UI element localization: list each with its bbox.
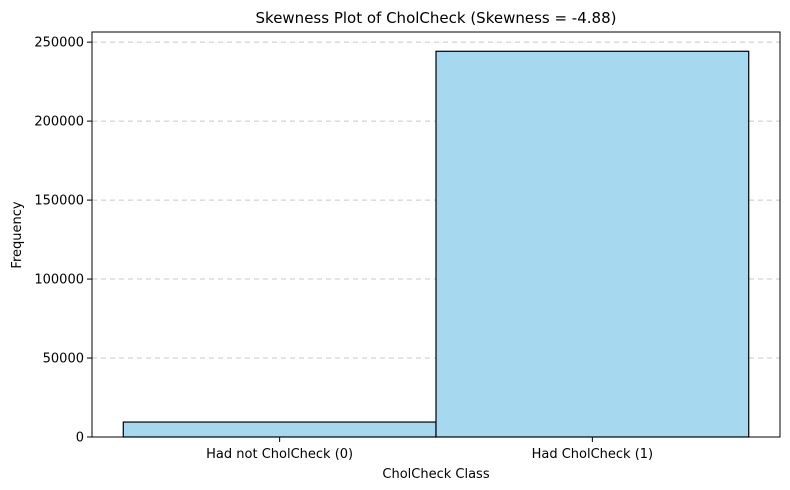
- y-axis-label: Frequency: [10, 201, 25, 268]
- x-axis-ticks: Had not CholCheck (0) Had CholCheck (1): [206, 437, 653, 462]
- y-tick-label: 250000: [34, 36, 84, 51]
- x-tick-label: Had CholCheck (1): [532, 447, 654, 462]
- plot-frame: [91, 31, 781, 438]
- y-tick-label: 0: [76, 431, 84, 446]
- x-axis-label: CholCheck Class: [382, 467, 489, 482]
- y-tick-label: 50000: [43, 352, 84, 367]
- bar: [122, 421, 437, 438]
- bar: [435, 50, 750, 438]
- y-tick-label: 100000: [34, 273, 84, 288]
- y-axis-ticks: 0 50000 100000 150000 200000 250000: [34, 36, 92, 446]
- chart-title: Skewness Plot of CholCheck (Skewness = -…: [256, 9, 617, 27]
- x-tick-label: Had not CholCheck (0): [206, 447, 353, 462]
- y-tick-label: 150000: [34, 194, 84, 209]
- bars: [122, 50, 750, 438]
- y-tick-label: 200000: [34, 115, 84, 130]
